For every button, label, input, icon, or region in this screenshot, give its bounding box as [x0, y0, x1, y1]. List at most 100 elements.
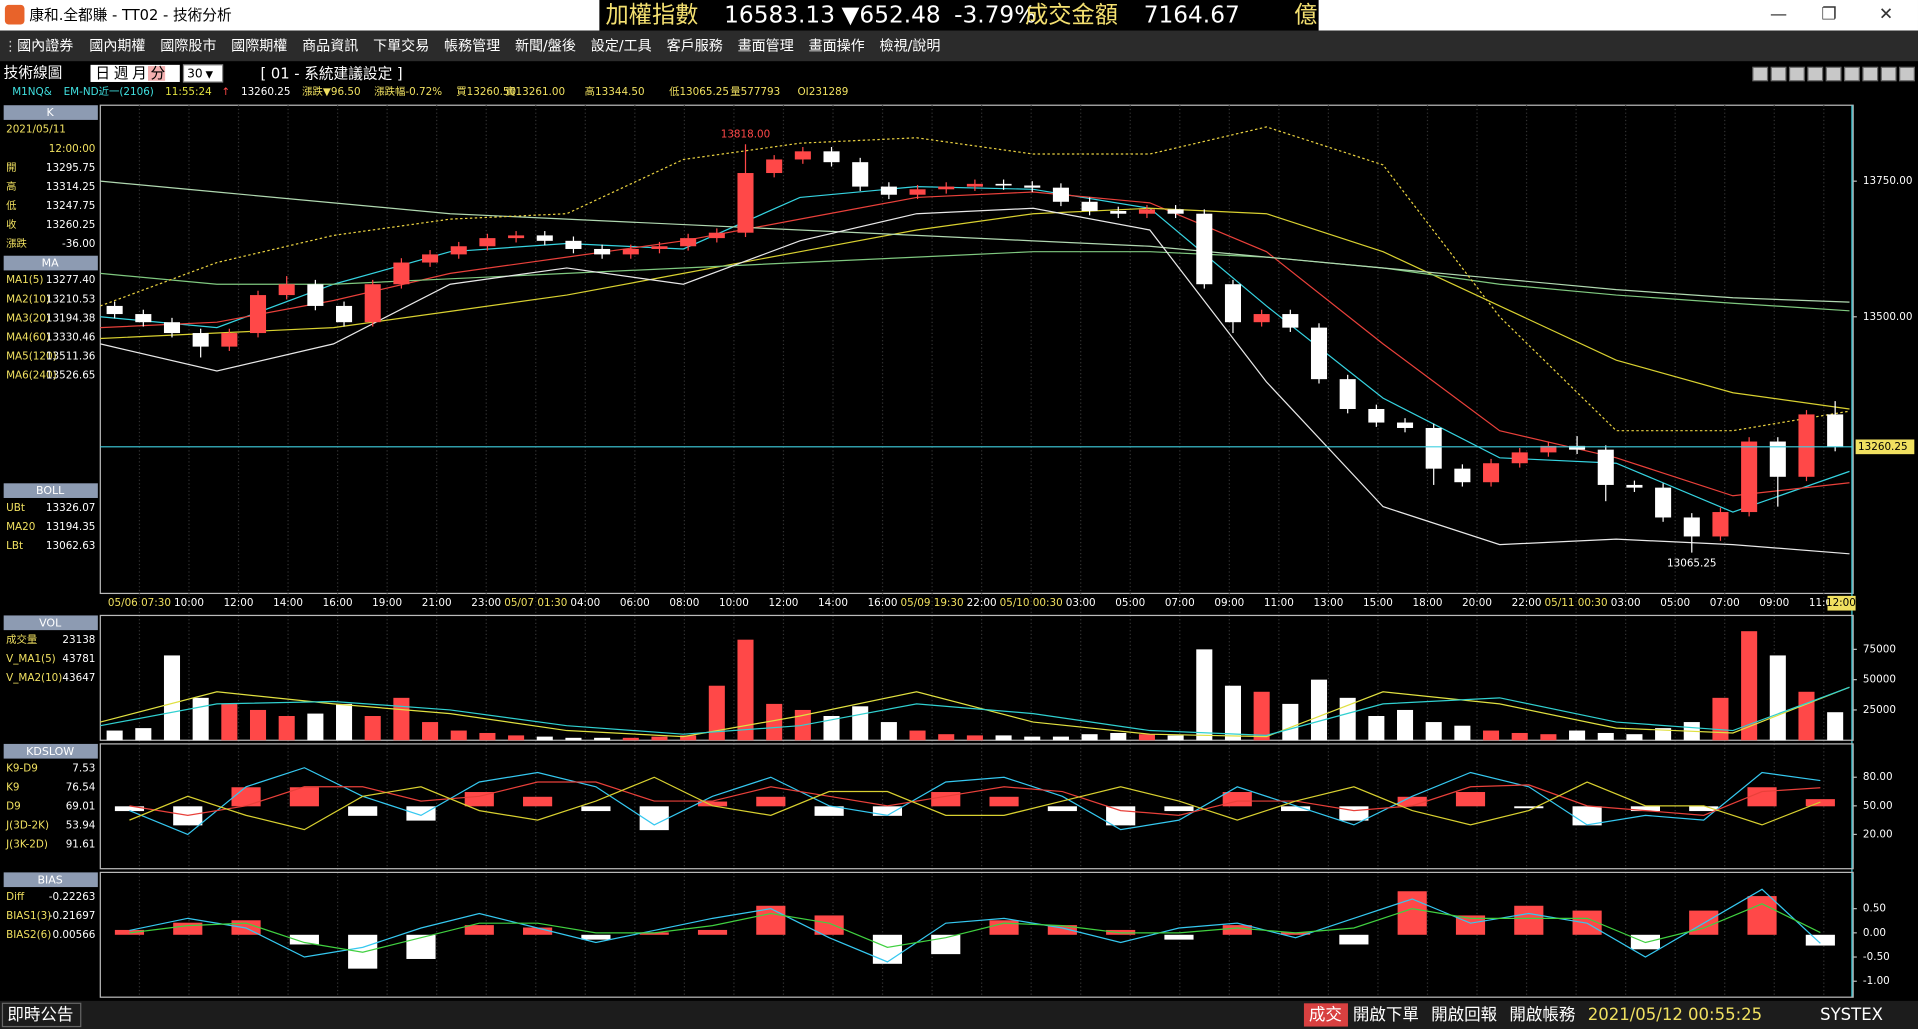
status-button[interactable]: 成交: [1309, 1005, 1342, 1024]
candle-body: [622, 248, 639, 255]
diff-bar: [289, 934, 319, 945]
side-label: MA6(240): [6, 370, 57, 382]
diff-bar: [639, 806, 669, 831]
toolbar-icon[interactable]: [1770, 66, 1787, 82]
toolbar-icon[interactable]: [1752, 66, 1769, 82]
volume-bar: [1741, 631, 1758, 741]
side-value: 13247.75: [46, 200, 96, 212]
diff-bar: [639, 932, 669, 935]
status-button[interactable]: 開啟回報: [1431, 1005, 1497, 1024]
menu-item[interactable]: 畫面操作: [809, 38, 865, 54]
volume-bar: [1769, 655, 1786, 741]
info-item: ↑: [221, 86, 230, 98]
y-tick-label: 13500.00: [1863, 311, 1913, 323]
notice[interactable]: 即時公告: [7, 1005, 73, 1024]
side-value: -0.22263: [49, 891, 96, 903]
close-button[interactable]: ✕: [1879, 5, 1893, 25]
menu-item[interactable]: 設定/工具: [591, 38, 652, 54]
candle-body: [450, 246, 467, 255]
candle-body: [1310, 327, 1328, 380]
status-button[interactable]: 開啟下單: [1353, 1005, 1419, 1024]
price-cursor-label: 13260.25: [1858, 441, 1908, 453]
x-tick-label: 22:00: [967, 597, 997, 609]
candle-body: [1798, 414, 1815, 477]
candle-body: [1396, 422, 1414, 428]
toolbar-icon[interactable]: [1899, 66, 1915, 82]
menu-item[interactable]: 畫面管理: [738, 38, 794, 54]
interval-value[interactable]: 30: [187, 67, 203, 81]
x-tick-label: 05/09 19:30: [901, 597, 964, 609]
toolbar-icon[interactable]: [1825, 66, 1842, 82]
menu-item[interactable]: 國際股市: [160, 37, 216, 54]
toolbar-icon[interactable]: [1807, 66, 1824, 82]
menu-item[interactable]: 客戶服務: [667, 37, 723, 54]
volume-bar: [135, 728, 152, 741]
candle-body: [766, 159, 783, 174]
diff-bar: [697, 929, 728, 935]
menu-item[interactable]: 檢視/說明: [879, 37, 940, 54]
diff-bar: [1572, 806, 1602, 826]
candle-body: [307, 284, 324, 306]
diff-bar: [1281, 932, 1311, 935]
menu-item[interactable]: 帳務管理: [444, 38, 500, 54]
menu-item[interactable]: 國內證券: [17, 37, 73, 54]
info-item: 漲跌幅-0.72%: [374, 85, 442, 98]
side-label: J(3K-2D): [5, 839, 48, 851]
menu-item[interactable]: 商品資訊: [302, 38, 358, 54]
diff-bar: [989, 796, 1019, 807]
candle-body: [536, 235, 553, 241]
diff-bar: [931, 934, 961, 955]
candle-body: [422, 254, 439, 263]
minimize-button[interactable]: —: [1770, 5, 1787, 25]
candle-body: [1110, 210, 1127, 214]
period-button[interactable]: 月: [132, 65, 147, 82]
volume-bar: [307, 713, 324, 741]
volume-bar: [221, 703, 238, 741]
toolbar-icon[interactable]: [1788, 66, 1805, 82]
template-name[interactable]: [ 01 - 系統建議設定 ]: [261, 65, 403, 83]
maximize-button[interactable]: ❐: [1821, 5, 1836, 25]
volume-bar: [1597, 732, 1614, 741]
volume-bar: [1196, 649, 1213, 741]
side-label: 收: [6, 218, 16, 231]
volume-bar: [536, 736, 553, 741]
menu-item[interactable]: 新聞/盤後: [515, 38, 576, 54]
info-item: EM-ND近一(2106): [64, 85, 154, 98]
toolbar-icon[interactable]: [1843, 66, 1860, 82]
period-button[interactable]: 分: [150, 65, 165, 82]
toolbar-icon[interactable]: [1862, 66, 1879, 82]
volume-bar: [1712, 697, 1729, 741]
volume-bar: [1024, 736, 1041, 741]
diff-bar: [697, 801, 728, 807]
toolbar-icon[interactable]: [1880, 66, 1897, 82]
candle-body: [1769, 441, 1786, 477]
period-button[interactable]: 週: [114, 65, 129, 82]
x-tick-label: 14:00: [818, 597, 848, 609]
candle-body: [1626, 484, 1643, 488]
side-value: 69.01: [66, 801, 96, 813]
panel-header: [3, 872, 98, 888]
volume-bar: [1167, 735, 1184, 741]
candle-body: [1540, 445, 1557, 453]
menu-item[interactable]: 國際期權: [231, 38, 287, 54]
candle-body: [1712, 512, 1729, 537]
interval-dropdown[interactable]: ▼: [205, 70, 213, 81]
side-label: BIAS1(3): [6, 910, 51, 922]
period-button[interactable]: 日: [95, 65, 110, 82]
x-tick-label: 16:00: [868, 597, 898, 609]
status-button[interactable]: 開啟帳務: [1509, 1005, 1575, 1024]
candle-body: [737, 173, 754, 233]
y-tick-label: 75000: [1863, 643, 1896, 655]
side-label: BIAS2(6): [6, 929, 51, 941]
indicator-line: [129, 888, 1821, 963]
chart-panel: [99, 104, 1854, 595]
ticker-item: 成交金額: [1025, 1, 1118, 28]
menu-item[interactable]: 國內期權: [89, 38, 145, 54]
candle-body: [106, 305, 123, 315]
menu-item[interactable]: 下單交易: [373, 37, 429, 54]
diff-bar: [1455, 792, 1486, 807]
candle-body: [1741, 441, 1758, 513]
volume-bar: [823, 716, 840, 741]
overlay-line: [100, 207, 1850, 410]
